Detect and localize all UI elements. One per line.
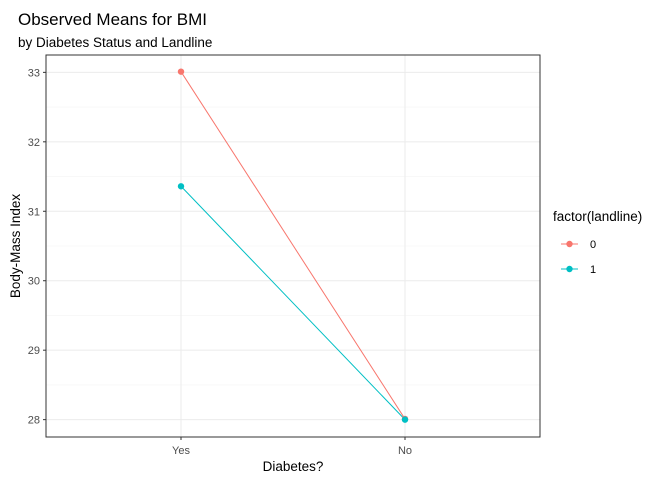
data-point-1-yes: [177, 183, 185, 190]
y-tick-label: 33: [28, 67, 40, 79]
y-axis-title: Body-Mass Index: [8, 194, 23, 299]
legend-key-point-0: [566, 240, 573, 248]
y-tick-label: 30: [28, 276, 40, 288]
legend-key-point-1: [566, 265, 573, 273]
y-tick-label: 29: [28, 345, 40, 357]
axis-layer: 28 29 30 31 32 33 Yes No: [28, 67, 412, 457]
chart-subtitle: by Diabetes Status and Landline: [18, 35, 212, 50]
x-tick-label: Yes: [172, 445, 190, 457]
y-tick-label: 31: [28, 206, 40, 218]
legend-label-1: 1: [590, 264, 596, 276]
legend-title: factor(landline): [553, 209, 642, 224]
data-point-0-yes: [177, 68, 185, 75]
series-line-1: [180, 185, 406, 420]
data-point-1-no: [401, 416, 409, 423]
series-layer: [177, 68, 409, 423]
legend-label-0: 0: [590, 239, 596, 251]
series-line-0: [180, 71, 406, 420]
grid-layer: [46, 55, 540, 437]
x-axis-title: Diabetes?: [263, 459, 324, 474]
panel-border: [45, 54, 541, 438]
x-tick-label: No: [398, 445, 412, 457]
chart-title: Observed Means for BMI: [18, 10, 207, 29]
y-tick-label: 28: [28, 415, 40, 427]
y-tick-label: 32: [28, 137, 40, 149]
legend: factor(landline) 0 1: [553, 209, 642, 276]
